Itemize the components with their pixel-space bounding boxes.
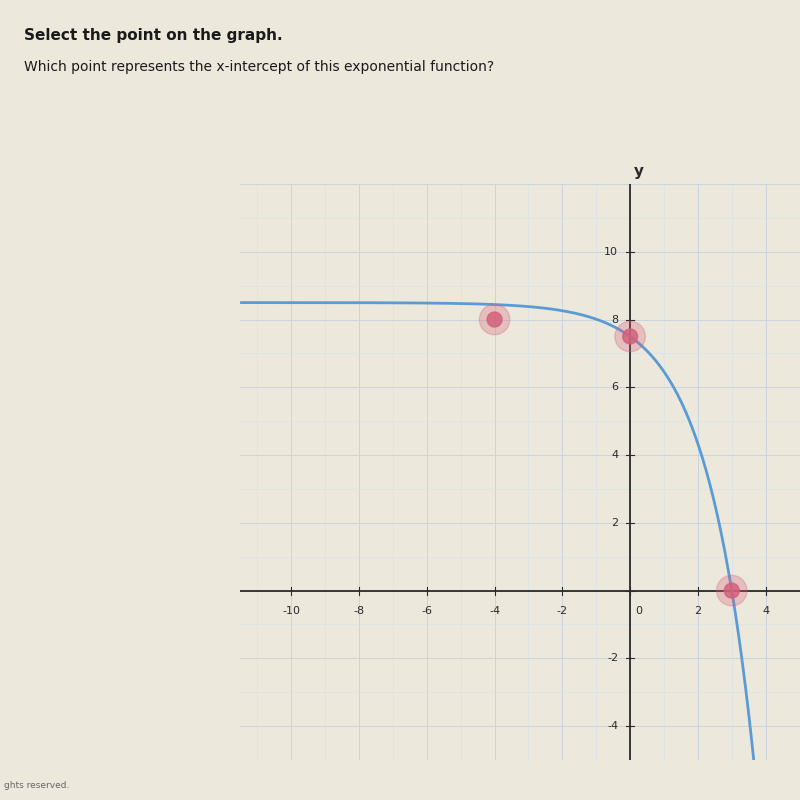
Text: ghts reserved.: ghts reserved. [4,782,70,790]
Text: -10: -10 [282,606,300,616]
Text: 4: 4 [611,450,618,460]
Text: -2: -2 [557,606,568,616]
Text: 2: 2 [694,606,702,616]
Text: y: y [634,164,643,179]
Text: Select the point on the graph.: Select the point on the graph. [24,28,282,43]
Text: 2: 2 [611,518,618,528]
Text: 10: 10 [604,246,618,257]
Text: Which point represents the x-intercept of this exponential function?: Which point represents the x-intercept o… [24,60,494,74]
Text: -6: -6 [422,606,432,616]
Text: -8: -8 [354,606,365,616]
Circle shape [479,304,510,334]
Circle shape [615,322,646,352]
Text: 4: 4 [762,606,770,616]
Text: 6: 6 [611,382,618,392]
Text: -4: -4 [489,606,500,616]
Circle shape [724,583,739,598]
Text: -2: -2 [607,654,618,663]
Text: -4: -4 [607,721,618,731]
Text: 0: 0 [635,606,642,616]
Circle shape [717,575,747,606]
Circle shape [622,329,638,344]
Circle shape [487,312,502,327]
Text: 8: 8 [611,314,618,325]
